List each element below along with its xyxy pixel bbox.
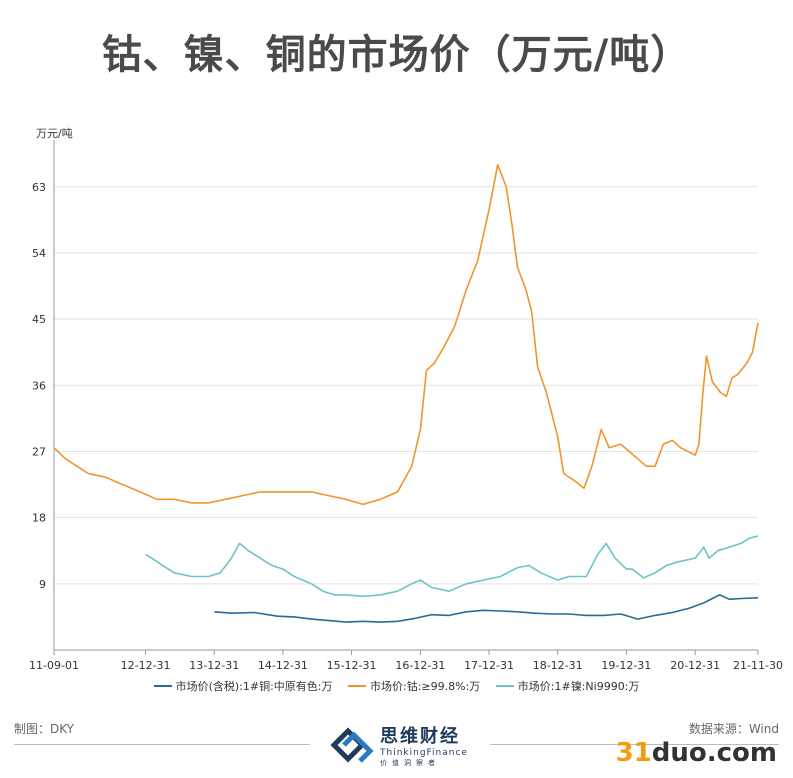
x-tick-label: 14-12-31	[258, 659, 308, 672]
watermark-domain: duo.com	[651, 738, 777, 768]
site-watermark: 31duo.com	[616, 738, 777, 768]
legend-item-cobalt: 市场价:钴:≥99.8%:万	[348, 678, 480, 694]
x-tick-label: 12-12-31	[121, 659, 171, 672]
y-tick-label: 18	[32, 512, 46, 525]
data-source: 数据来源：Wind	[688, 722, 779, 736]
brand-logo-text: 思维财经 ThinkingFinance 价值洞察者	[380, 722, 468, 768]
chart-legend: 市场价(含税):1#铜:中原有色:万 市场价:钴:≥99.8%:万 市场价:1#…	[0, 677, 793, 694]
series-line-cobalt	[53, 163, 759, 506]
x-tick-label: 17-12-31	[464, 659, 514, 672]
legend-label-nickel: 市场价:1#镍:Ni9990:万	[517, 680, 640, 693]
x-tick-label: 21-11-30	[733, 659, 783, 672]
x-tick-label: 19-12-31	[601, 659, 651, 672]
series-line-copper	[214, 594, 759, 623]
brand-name-en: ThinkingFinance	[380, 748, 468, 758]
brand-name-cn: 思维财经	[380, 726, 460, 747]
legend-item-copper: 市场价(含税):1#铜:中原有色:万	[153, 678, 333, 694]
x-tick-label: 16-12-31	[395, 659, 445, 672]
brand-logo-icon	[330, 727, 374, 763]
footer-divider-right	[490, 744, 779, 745]
legend-item-nickel: 市场价:1#镍:Ni9990:万	[495, 678, 640, 694]
brand-logo: 思维财经 ThinkingFinance 价值洞察者	[330, 722, 468, 768]
y-tick-label: 9	[39, 578, 46, 591]
legend-swatch-cobalt	[348, 685, 366, 687]
legend-swatch-copper	[153, 685, 172, 687]
y-tick-label: 36	[32, 379, 46, 392]
legend-swatch-nickel	[495, 685, 514, 687]
y-tick-label: 27	[32, 445, 46, 458]
legend-label-copper: 市场价(含税):1#铜:中原有色:万	[175, 680, 333, 693]
y-axis-label: 万元/吨	[36, 127, 73, 140]
footer-divider-left	[14, 744, 310, 745]
brand-slogan: 价值洞察者	[380, 759, 440, 767]
x-tick-label: 20-12-31	[670, 659, 720, 672]
x-tick-label: 15-12-31	[327, 659, 377, 672]
line-chart: 9 18 27 36 45 54 63 11-09-01 12-12-31 13-12-31 14-…	[29, 140, 783, 672]
y-tick-label: 45	[32, 313, 46, 326]
x-tick-label: 11-09-01	[29, 659, 79, 672]
x-tick-label: 18-12-31	[533, 659, 583, 672]
chart-title: 钴、镍、铜的市场价（万元/吨）	[101, 32, 692, 78]
y-tick-label: 54	[32, 247, 46, 260]
y-tick-label: 63	[32, 181, 46, 194]
series-line-nickel	[145, 535, 759, 598]
watermark-number: 31	[615, 738, 652, 768]
x-tick-label: 13-12-31	[189, 659, 239, 672]
chart-maker: 制图：DKY	[14, 722, 75, 736]
legend-label-cobalt: 市场价:钴:≥99.8%:万	[370, 680, 481, 693]
